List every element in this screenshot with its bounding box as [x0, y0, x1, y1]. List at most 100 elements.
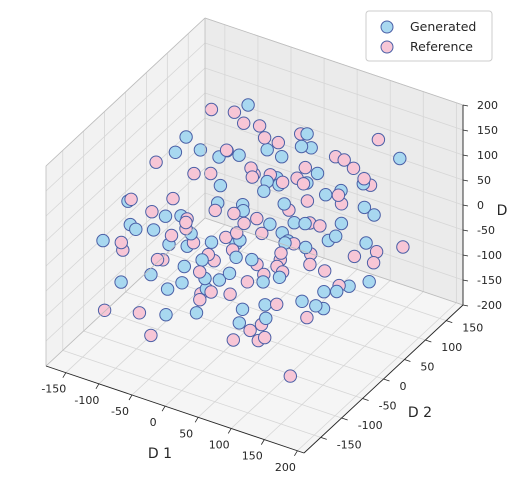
y-tick-mark: [446, 320, 453, 323]
reference-point: [245, 170, 260, 184]
z-tick-label: 200: [477, 99, 498, 112]
reference-point: [275, 175, 290, 190]
generated-point: [258, 298, 272, 312]
generated-point: [298, 216, 312, 231]
y-tick-mark: [383, 378, 390, 382]
reference-point: [237, 216, 251, 231]
z-tick-label: 150: [477, 124, 498, 137]
generated-point: [232, 316, 247, 330]
legend: Generated Reference: [365, 10, 493, 62]
x-tick-mark: [260, 439, 265, 445]
generated-point: [257, 184, 271, 198]
reference-point: [396, 240, 410, 254]
z-tick-mark: [462, 129, 469, 132]
x-tick-mark: [128, 394, 133, 401]
generated-point: [212, 273, 227, 287]
generated-point: [260, 143, 274, 157]
reference-point: [347, 249, 362, 264]
generated-point: [129, 222, 143, 237]
reference-point: [204, 102, 219, 117]
generated-point: [158, 209, 173, 223]
y-tick-mark: [362, 398, 369, 401]
reference-point: [250, 211, 264, 226]
generated-point: [294, 139, 309, 154]
generated-point: [245, 252, 259, 267]
generated-point: [393, 151, 407, 166]
grid-line-z-right: [204, 67, 464, 156]
generated-point: [179, 130, 193, 144]
reference-point: [313, 219, 327, 233]
z-tick-mark: [462, 104, 469, 107]
reference-point: [283, 369, 297, 383]
reference-point: [257, 131, 272, 145]
generated-point: [146, 223, 161, 237]
reference-point: [258, 330, 272, 345]
x-tick-label: 200: [275, 461, 296, 474]
reference-point: [369, 245, 384, 259]
legend-marker-generated: [380, 20, 394, 34]
x-tick-label: 150: [242, 450, 263, 463]
x-tick-label: 50: [179, 427, 193, 440]
x-tick-mark: [194, 417, 199, 423]
z-tick-label: 100: [477, 149, 498, 162]
generated-point: [359, 236, 373, 250]
reference-point: [371, 132, 386, 147]
reference-point: [271, 135, 285, 150]
z-tick-label: -100: [477, 249, 502, 262]
pane-edge: [45, 217, 206, 367]
reference-point: [337, 153, 351, 167]
generated-point: [229, 250, 243, 264]
reference-point: [219, 143, 234, 157]
y-tick-mark: [404, 359, 411, 362]
y-axis-label: D 2: [408, 405, 432, 421]
x-tick-mark: [62, 372, 67, 378]
reference-point: [193, 265, 207, 279]
legend-label-reference: Reference: [410, 39, 473, 54]
generated-point: [295, 294, 309, 308]
reference-point: [237, 116, 251, 130]
grid-line-y-floor: [83, 330, 342, 419]
legend-marker-reference: [380, 40, 394, 54]
generated-point: [357, 200, 372, 215]
generated-point: [362, 275, 376, 289]
generated-point: [96, 233, 110, 248]
reference-point: [114, 235, 129, 250]
generated-point: [275, 150, 289, 164]
generated-point: [160, 282, 175, 296]
generated-point: [213, 178, 228, 193]
x-tick-mark: [161, 405, 166, 412]
z-tick-mark: [462, 279, 469, 282]
reference-point: [149, 155, 163, 169]
grid-line-z-left: [45, 117, 206, 267]
generated-point: [175, 276, 189, 290]
reference-point: [357, 172, 371, 186]
reference-point: [300, 310, 314, 325]
grid-line-y-floor: [167, 252, 426, 341]
y-tick-label: 150: [462, 322, 483, 335]
generated-point: [195, 253, 209, 267]
x-axis-label: D 1: [148, 446, 172, 462]
grid-line-z-right: [204, 42, 464, 131]
generated-point: [114, 275, 128, 289]
z-tick-label: -200: [477, 299, 502, 312]
reference-point: [208, 203, 222, 218]
generated-point: [235, 302, 250, 316]
reference-point: [145, 205, 159, 219]
z-tick-label: -150: [477, 274, 502, 287]
legend-box: [365, 10, 493, 62]
grid-line-z-left: [45, 42, 206, 192]
reference-point: [227, 206, 241, 221]
reference-point: [318, 264, 332, 278]
generated-point: [241, 98, 255, 112]
z-tick-mark: [462, 254, 469, 257]
generated-point: [177, 259, 192, 274]
data-points: [96, 98, 410, 383]
y-tick-label: 100: [441, 341, 462, 354]
generated-point: [310, 166, 325, 181]
grid-line-z-left: [45, 67, 206, 217]
y-tick-label: -50: [379, 400, 397, 413]
reference-point: [226, 333, 241, 347]
generated-point: [329, 229, 343, 243]
reference-point: [164, 228, 179, 243]
reference-point: [366, 256, 381, 270]
